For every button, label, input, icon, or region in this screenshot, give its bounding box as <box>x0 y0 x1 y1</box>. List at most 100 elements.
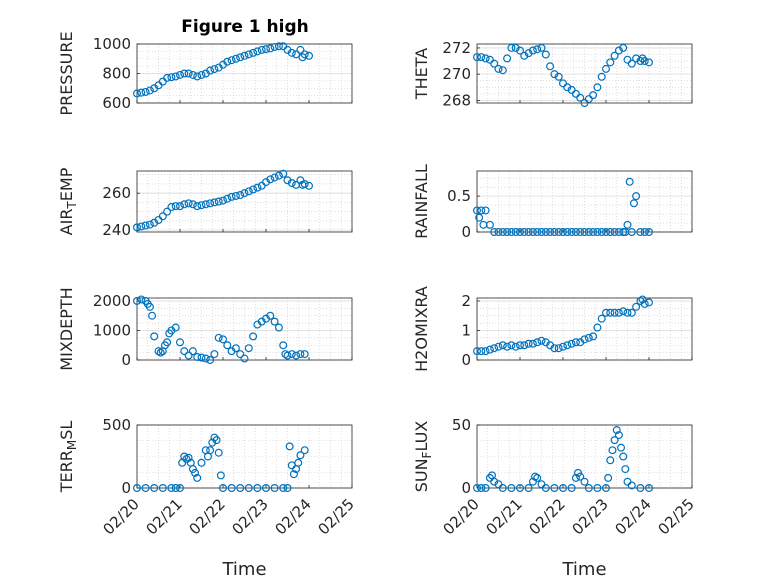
data-point <box>632 192 641 201</box>
data-point <box>206 446 215 455</box>
data-point <box>533 228 542 237</box>
figure-title: Figure 1 high <box>181 17 309 37</box>
axes-box <box>476 424 693 489</box>
x-tick-label: 02/20 <box>100 495 143 538</box>
data-point <box>584 228 593 237</box>
data-point <box>133 484 142 493</box>
y-axis-label: TERRMSL <box>57 421 79 494</box>
data-point <box>158 484 167 493</box>
data-point <box>206 199 215 208</box>
data-point <box>287 461 296 470</box>
data-point <box>621 465 630 474</box>
data-point <box>473 206 482 215</box>
data-point <box>558 79 567 88</box>
data-point <box>533 338 542 347</box>
data-point <box>481 347 490 356</box>
y-axis-label: AIRTEMP <box>57 167 79 235</box>
data-point <box>584 484 593 493</box>
y-tick-label: 600 <box>102 94 131 112</box>
data-point <box>481 206 490 215</box>
data-point <box>188 347 197 356</box>
data-point <box>567 484 576 493</box>
x-tick-label: 02/23 <box>229 495 272 538</box>
data-point <box>283 351 292 360</box>
data-point <box>141 221 150 230</box>
data-point <box>617 443 626 452</box>
data-point <box>580 98 589 107</box>
data-point <box>619 452 628 461</box>
data-point <box>473 347 482 356</box>
data-point <box>644 58 653 67</box>
data-point <box>167 203 176 212</box>
x-tick-label: 02/22 <box>526 495 569 538</box>
data-point <box>597 72 606 81</box>
subplot-h2omixra: 0 1 2 H2OMIXRA <box>412 286 693 372</box>
data-point <box>141 87 150 96</box>
data-point <box>176 338 185 347</box>
data-point <box>597 314 606 323</box>
data-point <box>227 192 236 201</box>
data-point <box>490 59 499 68</box>
data-point <box>503 342 512 351</box>
y-tick-label: 2000 <box>93 292 131 310</box>
data-point <box>490 477 499 486</box>
data-point <box>571 228 580 237</box>
data-point <box>270 42 279 51</box>
data-point <box>524 484 533 493</box>
data-point <box>214 197 223 206</box>
y-tick-label: 0.5 <box>447 187 471 205</box>
y-tick-label: 800 <box>102 65 131 83</box>
data-point <box>266 44 275 53</box>
data-point <box>285 442 294 451</box>
data-point <box>546 228 555 237</box>
data-point <box>180 69 189 78</box>
y-tick-label: 500 <box>102 416 131 434</box>
data-point <box>584 95 593 104</box>
y-tick-label: 1000 <box>93 35 131 53</box>
data-point <box>614 431 623 440</box>
data-point <box>593 323 602 332</box>
data-point <box>558 228 567 237</box>
data-point <box>524 49 533 58</box>
data-point <box>614 46 623 55</box>
data-point <box>253 484 262 493</box>
data-point <box>266 311 275 320</box>
data-point <box>171 202 180 211</box>
data-point <box>176 202 185 211</box>
data-point <box>270 484 279 493</box>
x-tick-label: 02/24 <box>612 495 655 538</box>
data-point <box>481 54 490 63</box>
data-point <box>584 333 593 342</box>
data-point <box>533 473 542 482</box>
data-point <box>223 194 232 203</box>
data-point <box>567 339 576 348</box>
data-point <box>240 189 249 198</box>
data-point <box>216 471 225 480</box>
y-axis-label: PRESSURE <box>57 31 76 115</box>
data-point <box>171 72 180 81</box>
data-point <box>644 298 653 307</box>
data-point <box>589 332 598 341</box>
data-point <box>627 59 636 68</box>
data-point <box>498 66 507 75</box>
data-point <box>137 222 146 231</box>
data-point <box>292 351 301 360</box>
data-point <box>612 426 621 435</box>
data-point <box>520 51 529 60</box>
subplot-theta: 268 270 272 THETA <box>412 39 693 109</box>
data-point <box>601 228 610 237</box>
data-point <box>541 228 550 237</box>
data-point <box>188 200 197 209</box>
axes-box <box>476 297 693 361</box>
y-tick-label: 0 <box>461 479 471 497</box>
data-point <box>236 191 245 200</box>
data-point <box>274 42 283 51</box>
data-point <box>137 295 146 304</box>
y-tick-label: 260 <box>102 184 131 202</box>
data-point <box>279 341 288 350</box>
data-point <box>193 473 202 482</box>
data-point <box>240 354 249 363</box>
data-point <box>244 187 253 196</box>
data-point <box>184 453 193 462</box>
y-axis-label: H2OMIXRA <box>412 286 431 372</box>
